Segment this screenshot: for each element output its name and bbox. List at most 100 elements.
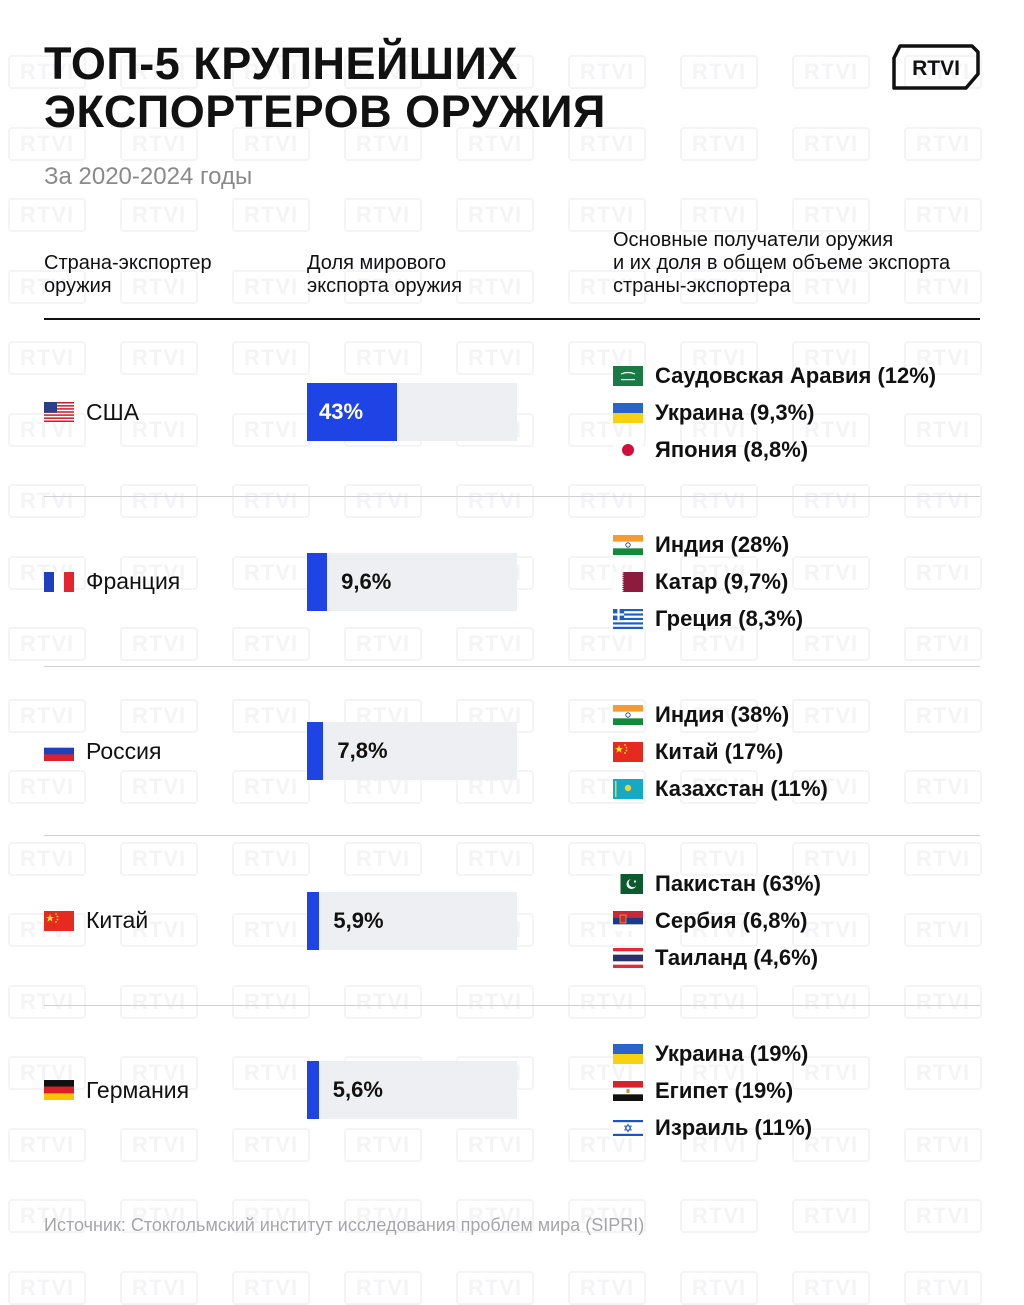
watermark-logo-text: RTVI bbox=[8, 1127, 87, 1162]
watermark-logo-text: RTVI bbox=[120, 627, 199, 661]
recipient-label: Украина (19%) bbox=[655, 1040, 809, 1066]
recipient-label: Украина (9,3%) bbox=[655, 399, 815, 425]
bar-track: 5,9% bbox=[307, 891, 517, 950]
egypt-flag-icon bbox=[613, 1080, 643, 1101]
watermark-logo-text: RTVI bbox=[344, 198, 423, 232]
watermark-logo-text: RTVI bbox=[904, 1127, 983, 1162]
japan-flag-icon bbox=[613, 439, 643, 460]
recipient-label: Китай (17%) bbox=[655, 738, 784, 764]
header-recipients-line-2: и их доля в общем объеме экспорта bbox=[613, 252, 951, 274]
watermark-logo-text: RTVI bbox=[792, 1199, 871, 1233]
watermark-logo-text: RTVI bbox=[8, 341, 87, 375]
pakistan-flag-icon bbox=[613, 874, 643, 895]
watermark-logo-text: RTVI bbox=[232, 555, 311, 590]
watermark-logo-text: RTVI bbox=[120, 770, 199, 804]
watermark-logo-text: RTVI bbox=[120, 484, 199, 518]
watermark-logo-text: RTVI bbox=[232, 913, 311, 947]
exporter-country: Франция bbox=[44, 567, 180, 597]
recipient-item: Греция (8,3%) bbox=[613, 601, 803, 638]
recipient-item: Таиланд (4,6%) bbox=[613, 940, 821, 977]
watermark-logo-text: RTVI bbox=[344, 984, 423, 1019]
watermark-logo-text: RTVI bbox=[904, 698, 983, 733]
watermark-logo-text: RTVI bbox=[456, 269, 535, 304]
exporter-name: США bbox=[86, 398, 140, 425]
watermark-logo-text: RTVI bbox=[904, 913, 983, 947]
recipients-list: Саудовская Аравия (12%) Украина (9,3%) Япо… bbox=[613, 357, 936, 468]
recipient-item: Саудовская Аравия (12%) bbox=[613, 357, 936, 394]
recipient-label: Саудовская Аравия (12%) bbox=[655, 362, 937, 388]
watermark-logo-text: RTVI bbox=[120, 341, 199, 375]
recipient-label: Катар (9,7%) bbox=[655, 569, 789, 595]
recipient-item: Египет (19%) bbox=[613, 1072, 812, 1109]
recipient-item: Украина (9,3%) bbox=[613, 394, 936, 431]
rtvi-logo: RTVI bbox=[892, 44, 980, 90]
russia-flag-icon bbox=[44, 741, 74, 762]
watermark-logo-text: RTVI bbox=[792, 1270, 871, 1305]
watermark-logo-text: RTVI bbox=[792, 555, 871, 590]
ukraine-flag-icon bbox=[613, 402, 643, 423]
recipient-item: Сербия (6,8%) bbox=[613, 903, 821, 940]
source-note: Источник: Стокгольмский институт исследо… bbox=[44, 1215, 645, 1235]
watermark-logo-text: RTVI bbox=[8, 770, 87, 804]
bar bbox=[307, 383, 398, 441]
bar-track: 7,8% bbox=[307, 722, 517, 781]
watermark-logo-text: RTVI bbox=[8, 484, 87, 518]
watermark-logo-text: RTVI bbox=[232, 1270, 311, 1305]
watermark-logo-text: RTVI bbox=[120, 984, 199, 1019]
recipient-item: Китай (17%) bbox=[613, 733, 828, 770]
recipients-list: Украина (19%) Египет (19%) Израиль (11%) bbox=[613, 1035, 812, 1146]
recipient-item: Пакистан (63%) bbox=[613, 866, 821, 903]
watermark-logo-text: RTVI bbox=[232, 1056, 311, 1090]
ukraine-flag-icon bbox=[613, 1043, 643, 1064]
watermark-logo-text: RTVI bbox=[8, 984, 87, 1019]
bar-track: 9,6% bbox=[307, 552, 517, 611]
row-divider bbox=[44, 665, 980, 667]
bar-value-label: 43% bbox=[319, 399, 364, 424]
watermark-logo-text: RTVI bbox=[232, 198, 311, 232]
header-exporter-line-2: оружия bbox=[44, 275, 112, 297]
recipient-label: Египет (19%) bbox=[655, 1077, 794, 1103]
header-recipients-line-3: страны-экспортера bbox=[613, 275, 791, 297]
recipient-label: Индия (28%) bbox=[655, 532, 790, 558]
watermark-logo-text: RTVI bbox=[232, 770, 311, 804]
watermark-logo-text: RTVI bbox=[8, 1270, 87, 1305]
watermark-logo-text: RTVI bbox=[904, 1056, 983, 1090]
title-line-2: ЭКСПОРТЕРОВ ОРУЖИЯ bbox=[44, 86, 606, 137]
recipients-list: Индия (28%) Катар (9,7%) Греция (8,3%) bbox=[613, 527, 803, 638]
watermark-logo-text: RTVI bbox=[8, 198, 87, 232]
bar-track: 43% bbox=[307, 383, 517, 441]
recipient-label: Сербия (6,8%) bbox=[655, 908, 808, 934]
recipients-list: Индия (38%) Китай (17%) Казахстан (11%) bbox=[613, 696, 828, 807]
bar bbox=[307, 891, 320, 950]
watermark-logo-text: RTVI bbox=[680, 1270, 759, 1305]
watermark-logo-text: RTVI bbox=[232, 841, 311, 876]
watermark-logo-text: RTVI bbox=[568, 1270, 647, 1305]
watermark-logo-text: RTVI bbox=[232, 984, 311, 1019]
watermark-logo-text: RTVI bbox=[456, 198, 535, 232]
watermark-logo-text: RTVI bbox=[456, 484, 535, 518]
watermark-logo-text: RTVI bbox=[904, 198, 983, 232]
title-line-1: ТОП-5 КРУПНЕЙШИХ bbox=[44, 38, 518, 89]
watermark-logo-text: RTVI bbox=[904, 126, 983, 161]
watermark-logo-text: RTVI bbox=[680, 1199, 759, 1233]
watermark-logo-text: RTVI bbox=[120, 841, 199, 876]
watermark-logo-text: RTVI bbox=[232, 627, 311, 661]
kazakhstan-flag-icon bbox=[613, 778, 643, 799]
watermark-logo-text: RTVI bbox=[456, 1127, 535, 1162]
watermark-logo-text: RTVI bbox=[904, 984, 983, 1019]
bar bbox=[307, 722, 324, 781]
watermark-logo-text: RTVI bbox=[904, 1199, 983, 1233]
watermark-logo-text: RTVI bbox=[904, 555, 983, 590]
watermark-logo-text: RTVI bbox=[232, 1127, 311, 1162]
exporter-country: США bbox=[44, 397, 139, 427]
watermark-logo-text: RTVI bbox=[904, 841, 983, 876]
watermark-logo-text: RTVI bbox=[568, 198, 647, 232]
exporter-name: Россия bbox=[86, 737, 162, 764]
saudi-arabia-flag-icon bbox=[613, 365, 643, 386]
watermark-logo-text: RTVI bbox=[792, 484, 871, 518]
watermark-logo-text: RTVI bbox=[344, 1127, 423, 1162]
header-recipients: Основные получатели оружия и их доля в о… bbox=[613, 229, 950, 298]
recipient-label: Япония (8,8%) bbox=[655, 436, 809, 462]
watermark-logo-text: RTVI bbox=[232, 484, 311, 518]
watermark-logo-text: RTVI bbox=[232, 412, 311, 447]
